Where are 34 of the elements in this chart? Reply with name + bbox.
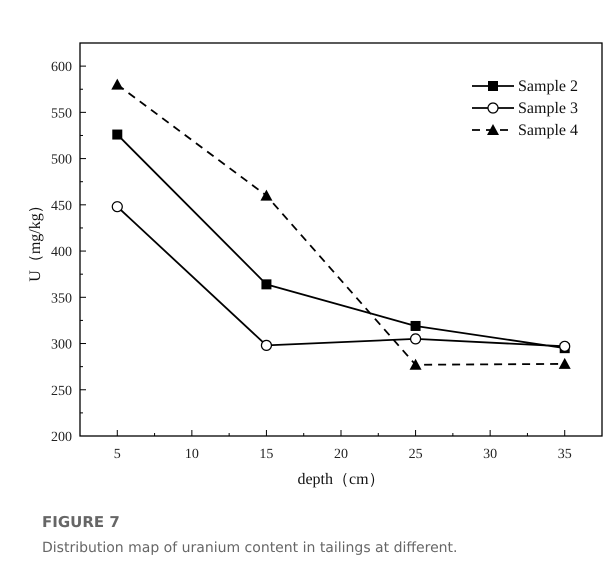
y-tick-label: 200: [51, 430, 72, 445]
x-axis-title: depth（cm）: [297, 471, 385, 488]
point: [558, 358, 571, 369]
y-tick-label: 250: [51, 384, 72, 399]
x-tick-label: 35: [558, 447, 572, 462]
x-tick-label: 15: [259, 447, 274, 462]
point: [410, 333, 422, 345]
point: [261, 279, 272, 290]
x-tick-label: 10: [184, 447, 199, 462]
y-tick-label: 550: [51, 106, 72, 122]
x-tick-label: 30: [483, 447, 498, 462]
y-tick-label: 300: [51, 338, 72, 353]
point: [260, 190, 272, 201]
y-tick-label: 600: [51, 60, 72, 76]
legend-label: Sample 4: [518, 122, 578, 139]
x-tick-label: 20: [334, 447, 348, 462]
caption: FIGURE 7: [42, 513, 120, 531]
x-tick-label: 5: [114, 447, 121, 462]
point: [410, 320, 421, 331]
legend-label: Sample 2: [518, 78, 578, 95]
y-tick-label: 400: [51, 245, 72, 260]
text: Distribution map of uranium content in tailings at different.: [42, 540, 458, 556]
point: [112, 201, 123, 212]
y-tick-label: 450: [51, 198, 72, 214]
point: [260, 340, 272, 351]
y-tick-label: 350: [51, 291, 72, 306]
point: [559, 340, 570, 352]
y-tick-label: 500: [51, 152, 72, 168]
point: [410, 358, 422, 370]
y-axis-title: U（mg/kg）: [27, 197, 44, 282]
legend-label: Sample 3: [518, 100, 578, 117]
point: [111, 78, 124, 90]
point: [112, 130, 122, 140]
x-tick-label: 25: [408, 447, 423, 462]
